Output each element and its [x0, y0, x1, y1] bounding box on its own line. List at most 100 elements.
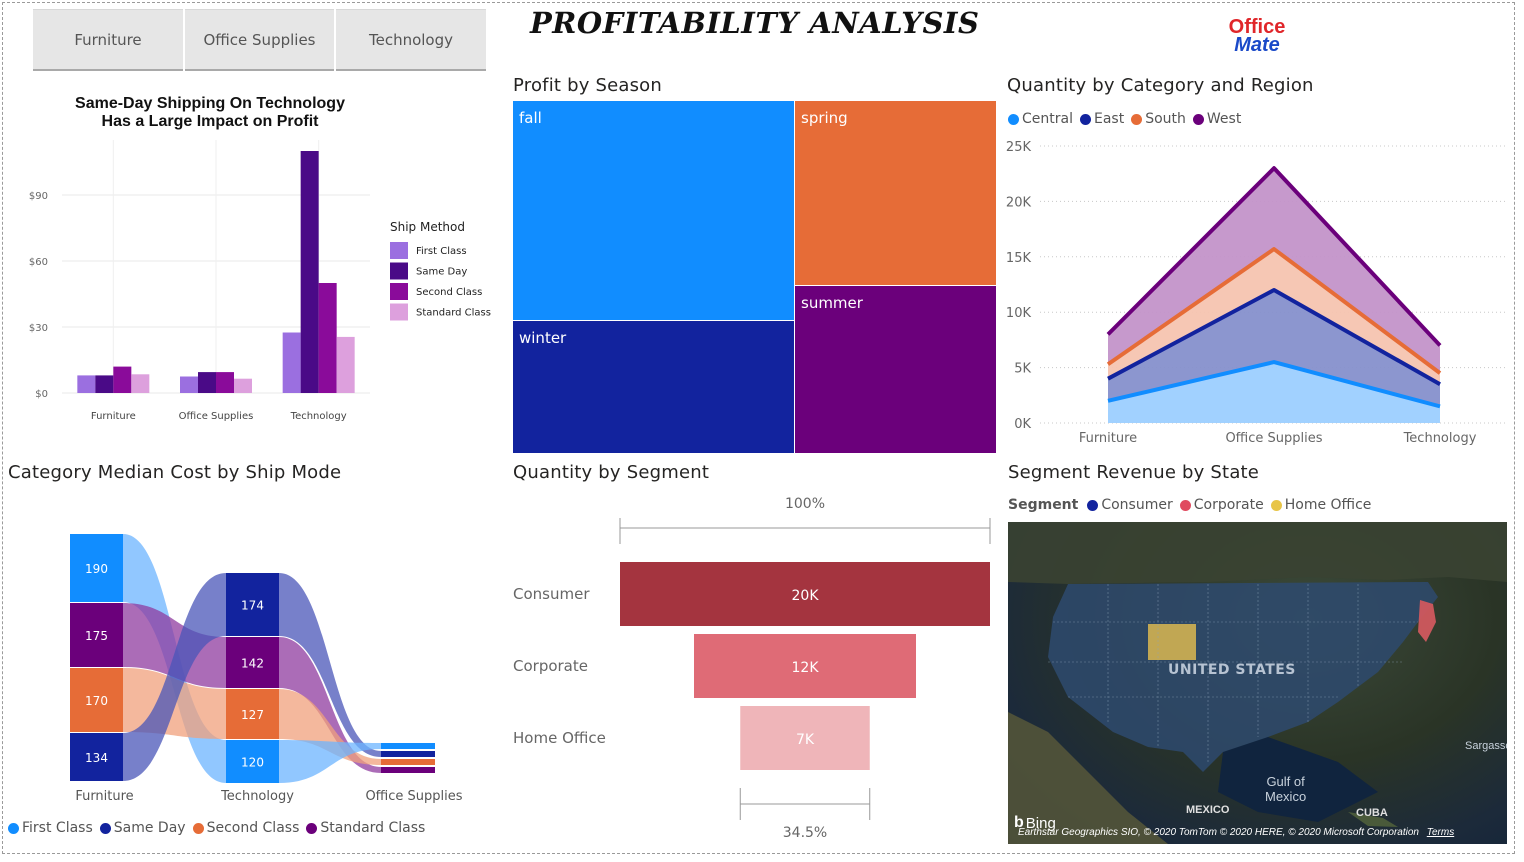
sankey-link-out-first-class	[279, 740, 381, 783]
funnel-top-pct: 100%	[785, 496, 825, 512]
slicer-tab-technology[interactable]: Technology	[336, 9, 486, 71]
area-ytick-label: 25K	[1006, 140, 1032, 155]
gulf-line2: Mexico	[1265, 789, 1307, 804]
bing-text: Bing	[1025, 814, 1056, 832]
area-line-west	[1106, 166, 1442, 347]
bar-first-class	[282, 332, 301, 393]
area-legend-item-central[interactable]: Central	[1008, 111, 1073, 127]
bar-legend-swatch	[390, 303, 408, 321]
sankey-node-office-second-class	[381, 759, 435, 765]
bar-second-class	[113, 366, 132, 393]
us-consumer-region[interactable]	[1048, 582, 1438, 772]
sankey-link-out-standard-class	[279, 637, 381, 773]
legend-label: Second Class	[206, 820, 300, 836]
area-legend-item-west[interactable]: West	[1192, 111, 1242, 127]
sankey-node-technology-first-class	[226, 740, 279, 783]
legend-dot	[1131, 113, 1143, 125]
legend-label: Home Office	[1284, 497, 1372, 513]
region-area-chart: 0K 5K 10K 15K 20K 25K Furniture Office Supplies…	[1006, 140, 1505, 446]
bar-legend-swatch	[390, 242, 408, 259]
segment-funnel-chart: 100% 20K Consumer 12K Corporate 7K Home Office…	[513, 496, 991, 841]
sankey-legend-item-second-class[interactable]: Second Class	[192, 820, 300, 836]
map-label-cuba: CUBA	[1356, 807, 1388, 819]
funnel-bar-home-office	[740, 706, 870, 770]
area-line-south	[1106, 247, 1442, 375]
sankey-legend-item-standard-class[interactable]: Standard Class	[306, 820, 425, 836]
home-office-state[interactable]	[1148, 624, 1196, 660]
funnel-stage-label: Consumer	[513, 585, 590, 603]
slicer-tab-furniture[interactable]: Furniture	[33, 9, 183, 71]
logo-line2: Mate	[1234, 34, 1280, 56]
bar-first-class	[180, 376, 198, 393]
terms-link[interactable]: Terms	[1426, 827, 1455, 838]
treemap-label: winter	[519, 329, 567, 347]
treemap-cell-summer	[795, 286, 996, 453]
map-legend-item-home-office[interactable]: Home Office	[1270, 497, 1372, 513]
legend-label: First Class	[22, 820, 93, 836]
area-xtick-label: Office Supplies	[1225, 431, 1322, 446]
map-label-us: UNITED STATES	[1168, 662, 1296, 678]
legend-label: Corporate	[1193, 497, 1264, 513]
area-legend-item-south[interactable]: South	[1131, 111, 1186, 127]
area-legend-item-east[interactable]: East	[1079, 111, 1124, 127]
sankey-node-technology-same-day	[226, 573, 279, 636]
bar-xtick-label: Office Supplies	[179, 411, 254, 422]
area-fill-south	[1108, 249, 1440, 385]
corporate-state[interactable]	[1418, 600, 1436, 642]
bing-logo: b Bing	[1014, 814, 1056, 832]
season-treemap: fall spring winter summer	[513, 101, 996, 453]
logo-line1: Office	[1228, 16, 1286, 38]
funnel-value-label: 12K	[792, 660, 820, 676]
sankey-node-office-first-class	[381, 743, 435, 749]
bar-standard-class	[336, 336, 355, 393]
sankey-node-technology-second-class	[226, 689, 279, 739]
map-legend-item-consumer[interactable]: Consumer	[1087, 497, 1173, 513]
legend-dot	[1270, 499, 1282, 511]
sankey-link-out-second-class	[279, 689, 381, 765]
area-ytick-label: 0K	[1014, 417, 1031, 432]
sankey-node-furniture-second-class	[70, 668, 123, 732]
treemap-title: Profit by Season	[513, 75, 663, 96]
sankey-node-value: 120	[241, 756, 264, 770]
legend-label: Consumer	[1101, 497, 1173, 513]
funnel-top-bracket	[619, 518, 991, 544]
bing-icon: b	[1014, 814, 1024, 831]
sankey-node-value: 174	[241, 599, 264, 613]
bar-ytick-label: $0	[35, 389, 48, 400]
bar-second-class	[216, 372, 234, 393]
funnel-stage-label: Corporate	[513, 657, 588, 675]
area-fill-east	[1108, 290, 1440, 407]
map-label-sargasso: Sargasso	[1465, 740, 1507, 752]
funnel-bottom-bracket	[739, 788, 871, 820]
sankey-column-label: Furniture	[75, 789, 133, 804]
legend-dot	[1079, 113, 1091, 125]
sankey-node-value: 175	[85, 629, 108, 643]
area-ytick-label: 15K	[1006, 251, 1032, 266]
bar-same-day	[300, 151, 319, 393]
gulf-line1: Gulf of	[1266, 774, 1305, 789]
funnel-stage-label: Home Office	[513, 729, 606, 747]
treemap-label: spring	[801, 109, 848, 127]
attribution-text: Earthstar Geographics SIO, © 2020 TomTom…	[1018, 827, 1419, 838]
shipping-chart-title: Same-Day Shipping On Technology Has a La…	[20, 95, 400, 131]
legend-label: West	[1206, 111, 1242, 127]
map-legend-item-corporate[interactable]: Corporate	[1179, 497, 1264, 513]
bar-xtick-label: Furniture	[91, 411, 136, 422]
area-chart-legend: Central East South West	[1008, 111, 1248, 127]
slicer-tab-office-supplies[interactable]: Office Supplies	[185, 9, 334, 71]
shipping-bar-chart: $0 $30 $60 $90 Furniture Office Supplies Techn…	[29, 140, 491, 422]
sankey-legend-item-same-day[interactable]: Same Day	[99, 820, 186, 836]
sankey-node-furniture-same-day	[70, 733, 123, 781]
area-line-east	[1107, 288, 1441, 386]
legend-dot	[306, 822, 318, 834]
state-map[interactable]: UNITED STATES Gulf of Mexico MEXICO CUBA…	[1008, 522, 1507, 844]
treemap-cell-spring	[795, 101, 996, 285]
sankey-legend-item-first-class[interactable]: First Class	[8, 820, 93, 836]
legend-dot	[8, 822, 19, 834]
bar-ytick-label: $30	[29, 323, 48, 334]
funnel-value-label: 20K	[792, 588, 820, 604]
sankey-node-value: 170	[85, 694, 108, 708]
bar-legend-label: Second Class	[416, 287, 482, 298]
legend-label: Central	[1022, 111, 1073, 127]
